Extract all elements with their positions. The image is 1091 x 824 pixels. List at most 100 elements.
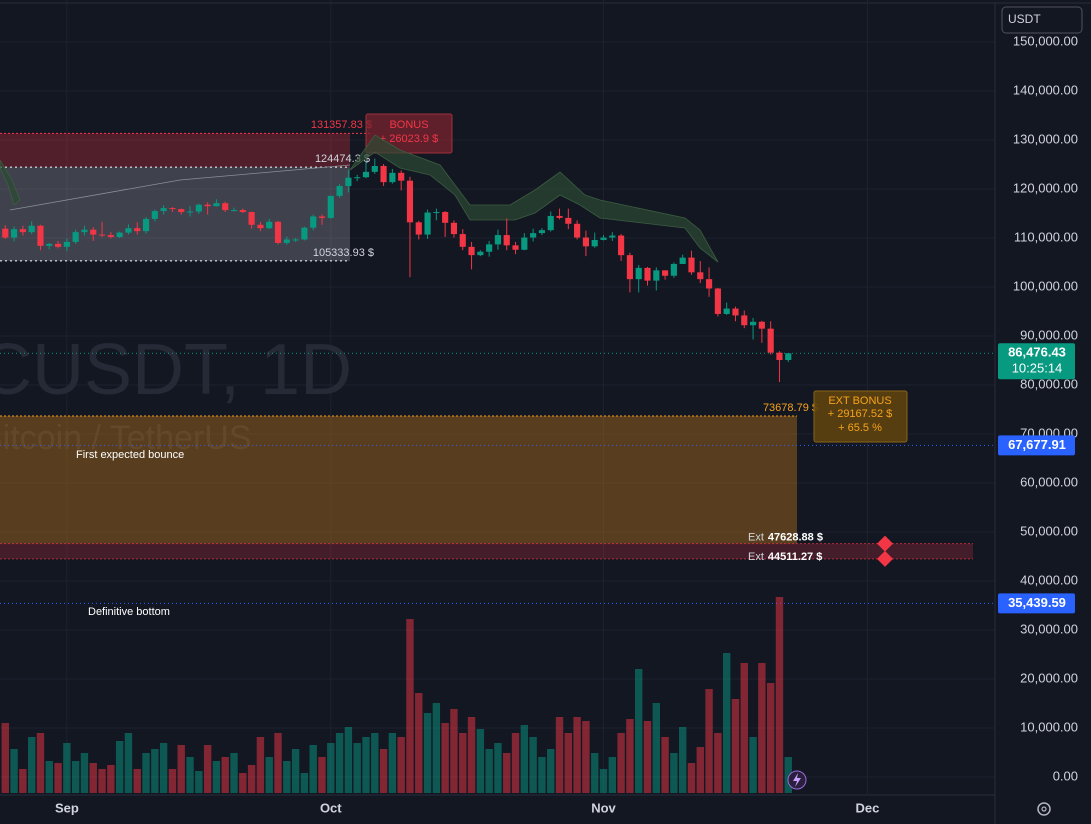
level-badge-label: 35,439.59 bbox=[1008, 595, 1066, 610]
volume-bar bbox=[36, 733, 45, 793]
y-tick-label: 140,000.00 bbox=[1013, 82, 1078, 97]
candle-body bbox=[503, 235, 510, 246]
candle-body bbox=[714, 288, 721, 314]
volume-bar bbox=[265, 757, 273, 793]
ext-band bbox=[0, 543, 973, 559]
volume-bar bbox=[239, 773, 247, 793]
watermark-symbol: CUSDT, 1D bbox=[0, 330, 352, 410]
ext-note: First expected bounce bbox=[76, 449, 184, 461]
ext-marker bbox=[877, 550, 893, 567]
volume-bar bbox=[1, 723, 9, 793]
volume-bar bbox=[379, 749, 388, 793]
ext-marker bbox=[877, 535, 893, 552]
candle-body bbox=[318, 216, 326, 218]
candle-body bbox=[336, 186, 343, 196]
candle-body bbox=[134, 228, 141, 232]
candle-body bbox=[169, 208, 176, 210]
labels: 0.00 10,000.00 20,000.00 30,000.00 40,000.00… bbox=[55, 33, 1078, 815]
volume-bar bbox=[511, 733, 520, 793]
volume-bar bbox=[740, 663, 748, 793]
ext-bonus-line: + 29167.52 $ bbox=[828, 408, 893, 420]
volume-bar bbox=[599, 769, 608, 793]
candle-body bbox=[679, 257, 686, 264]
ext-level-label: Ext 47628.88 $ bbox=[748, 532, 823, 544]
candle-body bbox=[63, 241, 70, 247]
range-top-label: 131357.83 $ bbox=[311, 119, 372, 131]
candle-body bbox=[10, 229, 18, 238]
candle-body bbox=[54, 243, 62, 247]
volume-bar bbox=[766, 683, 775, 793]
dropdown-label[interactable]: USDT bbox=[1008, 12, 1041, 26]
volume-bar bbox=[362, 737, 370, 793]
candle-body bbox=[327, 195, 334, 218]
candle-body bbox=[354, 177, 361, 179]
gear-hub[interactable] bbox=[1041, 806, 1047, 812]
ext-bonus-box bbox=[813, 390, 908, 443]
ext-top-label: 73678.79 $ bbox=[763, 402, 818, 414]
volume-bar bbox=[256, 737, 265, 793]
volume-bar bbox=[503, 753, 511, 793]
volume-bar bbox=[564, 733, 573, 793]
alert-icon[interactable] bbox=[787, 770, 807, 790]
ext-level-label: Ext 44511.27 $ bbox=[748, 551, 822, 563]
candle-body bbox=[741, 315, 748, 326]
y-tick-label: 30,000.00 bbox=[1020, 621, 1078, 636]
candle-body bbox=[424, 212, 431, 235]
volume-bar bbox=[388, 733, 397, 793]
volumes bbox=[1, 597, 792, 793]
y-tick-label: 50,000.00 bbox=[1020, 523, 1078, 538]
volume-bar bbox=[309, 745, 317, 793]
y-tick-label: 40,000.00 bbox=[1020, 572, 1078, 587]
candle-body bbox=[565, 217, 572, 224]
ext-bonus-title: EXT BONUS bbox=[828, 395, 891, 407]
volume-bar bbox=[415, 693, 423, 793]
volume-bar bbox=[775, 597, 784, 793]
candle-body bbox=[266, 221, 273, 229]
volume-bar bbox=[151, 749, 159, 793]
y-tick-label: 10,000.00 bbox=[1020, 719, 1078, 734]
candle-body bbox=[292, 239, 299, 241]
volume-bar bbox=[327, 743, 335, 793]
settings-button[interactable] bbox=[1037, 802, 1051, 816]
candle-body bbox=[450, 222, 458, 235]
volume-bar bbox=[441, 723, 449, 793]
volume-bar bbox=[582, 721, 590, 793]
volume-bar bbox=[573, 717, 581, 793]
candle-body bbox=[415, 222, 422, 235]
candle-body bbox=[362, 171, 370, 178]
volume-bar bbox=[670, 753, 678, 793]
candle-body bbox=[19, 229, 26, 233]
volume-bar bbox=[678, 727, 687, 793]
gear-icon[interactable] bbox=[1037, 802, 1051, 816]
candle-body bbox=[538, 230, 546, 234]
candle-body bbox=[468, 246, 475, 256]
volume-bar bbox=[714, 733, 722, 793]
ext-zone bbox=[0, 415, 797, 544]
volume-bar bbox=[168, 769, 177, 793]
candle-body bbox=[749, 321, 757, 326]
candle-body bbox=[90, 229, 97, 235]
volume-bar bbox=[247, 765, 256, 793]
candle-body bbox=[142, 218, 150, 232]
ext-prefix: Ext bbox=[748, 532, 764, 544]
dropdown-box[interactable] bbox=[1001, 6, 1083, 34]
level-badge bbox=[998, 593, 1075, 614]
candle-body bbox=[28, 225, 35, 233]
candle-body bbox=[644, 267, 651, 281]
volume-bar bbox=[731, 699, 740, 793]
alert-bolt[interactable] bbox=[793, 773, 801, 787]
candle-body bbox=[653, 270, 660, 281]
candle-body bbox=[609, 235, 616, 238]
volume-bar bbox=[71, 761, 80, 793]
volume-bar bbox=[98, 769, 106, 793]
volume-bar bbox=[406, 619, 414, 793]
y-tick-label: 20,000.00 bbox=[1020, 670, 1078, 685]
currency-dropdown[interactable]: USDT bbox=[1001, 6, 1083, 34]
candle-body bbox=[626, 255, 633, 280]
volume-bar bbox=[696, 747, 704, 793]
volume-bar bbox=[758, 663, 766, 793]
volume-bar bbox=[661, 737, 669, 793]
candle-body bbox=[512, 245, 519, 250]
volume-bar bbox=[626, 719, 634, 793]
